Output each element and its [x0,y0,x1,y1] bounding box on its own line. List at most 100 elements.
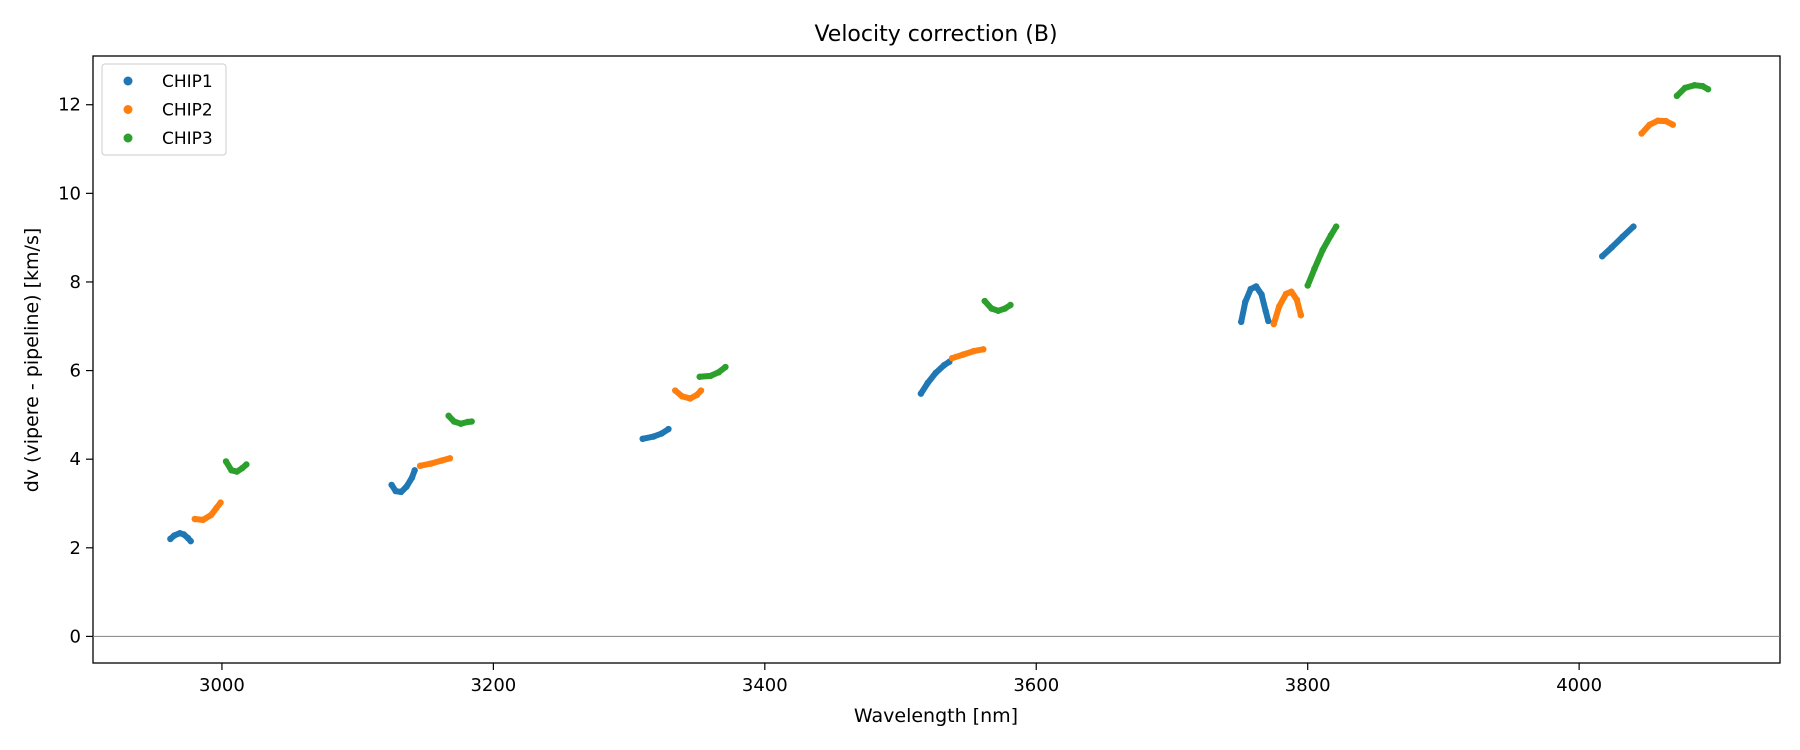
legend-label-chip2: CHIP2 [162,101,213,121]
data-point [722,363,729,371]
data-point [959,351,967,358]
data-point [1247,285,1254,293]
data-point [1001,305,1009,312]
data-point [427,460,435,467]
data-point [233,468,241,475]
data-point [1282,290,1290,298]
data-point [1275,303,1283,310]
y-tick-label: 6 [70,361,81,382]
data-segment [417,455,453,469]
data-point [191,515,198,523]
data-point [199,516,207,524]
data-point [940,362,948,369]
data-point [445,412,452,419]
data-point [924,379,931,387]
data-point [980,346,987,353]
data-point [1242,298,1249,306]
data-point [1265,317,1272,325]
y-tick-label: 8 [70,272,81,293]
data-point [658,430,665,437]
data-point [243,461,250,468]
y-tick-label: 12 [58,95,81,116]
data-point [1007,301,1014,309]
legend-marker-chip2 [123,105,133,114]
data-point [665,425,672,433]
data-point [988,305,995,312]
data-point [1662,117,1670,125]
data-point [1608,244,1615,251]
data-point [1654,117,1662,124]
chart-title: Velocity correction (B) [814,22,1057,47]
legend: CHIP1 CHIP2 CHIP3 [101,63,227,156]
data-point [1646,121,1653,128]
data-point [228,467,235,474]
data-point [696,373,703,380]
data-point [1311,265,1318,272]
data-point [416,462,424,470]
data-point [1699,82,1706,90]
data-point [1258,291,1265,298]
data-point [187,537,194,545]
data-segment [1599,223,1637,260]
data-point [981,297,988,305]
data-point [388,481,395,489]
data-point [917,390,925,397]
data-point [1704,86,1712,93]
series-chip2 [191,117,1676,524]
y-tick-label: 0 [70,626,81,647]
legend-marker-chip1 [123,76,133,86]
data-point [397,488,405,496]
data-segment [949,346,987,362]
data-point [217,499,224,506]
data-point [650,433,657,440]
data-point [403,483,410,490]
data-point [678,393,686,400]
legend-label-chip1: CHIP1 [162,72,213,92]
data-point [1262,307,1269,314]
data-point [411,467,418,474]
data-point [1332,223,1340,230]
y-tick-label: 2 [70,538,81,559]
data-point [1630,223,1637,230]
y-axis-label: dv (vipere - pipeline) [km/s] [21,228,43,493]
x-tick-label: 3200 [470,675,516,696]
data-point [1297,311,1305,319]
data-point [1252,283,1260,290]
x-tick-label: 3800 [1285,675,1331,696]
legend-label-chip3: CHIP3 [162,129,213,149]
data-point [672,387,679,394]
data-point [468,418,475,425]
data-point [1669,121,1676,128]
data-point [697,387,705,394]
x-tick-label: 3000 [199,675,245,696]
x-tick-label: 3400 [742,675,788,696]
data-point [1319,246,1326,254]
data-point [970,347,978,355]
data-point [1270,320,1277,328]
data-point [707,372,714,380]
data-point [686,395,694,402]
y-tick-label: 10 [58,183,81,204]
data-point [1691,82,1698,89]
data-point [222,458,230,465]
data-segment [696,364,729,380]
y-axis: 0 2 4 6 8 10 12 [58,95,93,647]
data-point [457,420,465,427]
data-point [171,532,178,539]
series-chip1 [167,223,1637,545]
data-point [438,457,446,464]
y-tick-label: 4 [70,449,81,470]
data-point [408,474,416,481]
data-point [1293,296,1301,303]
data-point [1638,130,1645,137]
data-point [715,369,722,376]
data-point [1599,253,1606,260]
data-point [207,511,215,519]
data-point [932,369,940,376]
plot-area [92,55,1781,664]
data-point [1288,288,1295,295]
data-point [450,418,458,425]
data-point [1673,92,1681,100]
data-point [1237,318,1245,326]
